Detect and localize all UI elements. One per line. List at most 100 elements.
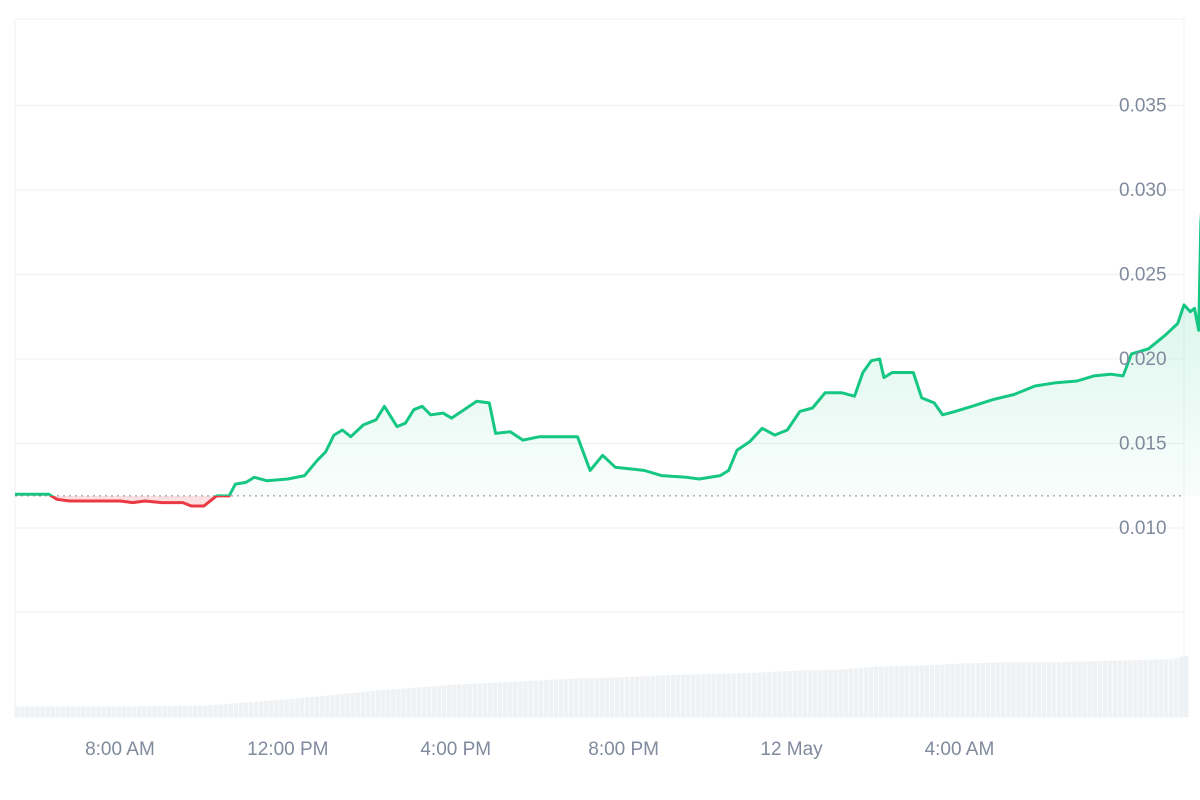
volume-bar [1092,661,1098,717]
volume-bar [243,702,249,717]
volume-bar [121,706,127,717]
volume-bar [375,690,381,717]
volume-bar [609,677,615,717]
volume-bar [701,674,706,717]
volume-bar [721,673,726,717]
volume-bar [1041,662,1047,717]
volume-bar [1143,659,1148,717]
volume-bar [436,685,442,717]
volume-bar [15,706,20,717]
volume-bar [731,673,737,717]
volume-bar [411,687,416,717]
volume-bar [629,676,635,717]
volume-bar [782,671,787,717]
volume-bar [264,700,269,717]
volume-bar [579,678,584,717]
volume-bar [823,670,828,717]
volume-bar [777,671,782,717]
volume-bar [645,676,650,717]
y-tick-label: 0.035 [1119,96,1167,117]
volume-bar [787,670,793,717]
volume-bar [1158,659,1164,717]
volume-bar [50,706,56,717]
volume-bar [675,674,681,717]
y-tick-label: 0.010 [1119,518,1167,539]
volume-bar [1021,662,1026,717]
volume-bar [101,706,106,717]
volume-bar [792,670,798,717]
x-tick-label: 4:00 AM [925,739,995,760]
volume-bar [772,671,777,717]
volume-bar [624,677,630,717]
volume-bar [950,663,955,717]
volume-bar [990,662,996,717]
volume-bar [228,703,233,717]
volume-bar [843,669,848,717]
volume-bar [401,688,406,717]
x-tick-label: 12:00 PM [247,739,328,760]
volume-bar [472,683,477,717]
volume-bar [319,695,325,717]
y-tick-label: 0.015 [1119,434,1167,455]
volume-bar [1138,660,1143,717]
volume-bar [558,679,564,717]
volume-bar [553,679,559,717]
volume-bar [1087,661,1092,717]
volume-bar [980,662,986,717]
volume-bar [60,706,66,717]
volume-bar [25,706,30,717]
volume-bar [965,663,970,717]
volume-bar [797,670,803,717]
volume-bar [1178,656,1184,717]
x-tick-label: 8:00 PM [588,739,659,760]
volume-bar [380,690,386,717]
volume-bar [604,677,610,717]
volume-bar [868,667,874,717]
x-tick-label: 4:00 PM [420,739,491,760]
volume-bar [350,692,355,717]
volume-bar [492,682,498,717]
price-line [15,212,1200,508]
volume-bar [299,697,305,717]
volume-bar [457,684,462,717]
volume-bar [1001,662,1006,717]
volume-bar [421,687,427,717]
volume-bar [513,681,518,717]
volume-bar [360,691,366,717]
volume-bar [574,678,579,717]
volume-bar [233,703,239,717]
volume-bar [365,691,371,717]
volume-bar [370,690,376,717]
volume-bar [589,677,594,717]
volume-bar [416,687,422,717]
y-tick-label: 0.025 [1119,265,1167,286]
volume-bar [477,683,483,717]
volume-bar [1102,660,1108,717]
volume-bar [65,706,71,717]
volume-bar [55,706,61,717]
volume-bar [538,680,544,717]
volume-bar [452,684,457,717]
volume-bar [126,706,132,717]
volume-bar [1168,659,1174,717]
volume-bar [345,693,350,717]
volume-bar [619,677,625,717]
volume-bar [614,677,620,717]
volume-bar [569,678,574,717]
volume-bar [462,684,467,717]
volume-bar [304,697,310,717]
volume-bar [960,663,965,717]
volume-bar [726,673,732,717]
volume-bar [340,693,345,717]
volume-bar [45,706,50,717]
volume-bar [1062,661,1067,717]
volume-bar [838,669,843,717]
volume-bar [1153,659,1159,717]
volume-bar [863,667,869,717]
volume-bar [391,689,396,717]
volume-bar [1036,662,1042,717]
volume-bar [467,683,472,717]
volume-bar [279,699,284,717]
volume-bar [665,675,671,717]
